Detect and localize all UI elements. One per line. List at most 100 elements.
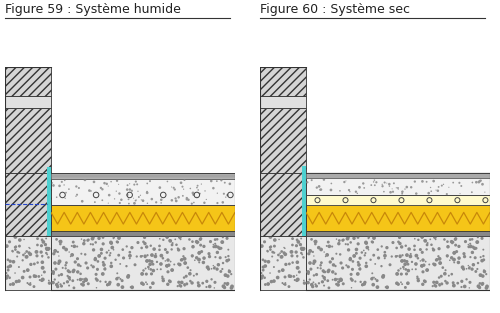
Point	[62, 247, 70, 252]
Point	[148, 197, 156, 202]
Point	[316, 263, 324, 268]
Point	[474, 266, 482, 271]
Point	[114, 271, 122, 276]
Point	[104, 282, 112, 287]
Point	[398, 282, 406, 287]
Point	[436, 256, 444, 261]
Point	[188, 201, 196, 206]
Point	[168, 241, 176, 246]
Point	[319, 268, 327, 273]
Point	[137, 254, 145, 259]
Point	[182, 281, 190, 286]
Point	[398, 244, 406, 249]
Point	[30, 261, 38, 266]
Point	[300, 255, 308, 260]
Point	[184, 197, 192, 202]
Point	[178, 257, 186, 262]
Point	[310, 259, 318, 264]
Point	[168, 242, 176, 247]
Point	[76, 271, 84, 276]
Point	[156, 247, 164, 252]
Point	[414, 276, 422, 281]
Point	[370, 236, 378, 241]
Point	[146, 285, 154, 290]
Point	[193, 195, 201, 200]
Point	[211, 237, 219, 242]
Point	[42, 242, 50, 247]
Point	[371, 261, 379, 266]
Point	[213, 267, 221, 272]
Point	[184, 265, 192, 270]
Point	[328, 277, 336, 282]
Point	[142, 266, 150, 271]
Point	[458, 183, 466, 188]
Point	[306, 249, 314, 254]
Point	[122, 244, 130, 249]
Point	[164, 282, 172, 287]
Point	[355, 262, 363, 267]
Point	[78, 282, 86, 287]
Point	[101, 266, 109, 271]
Point	[403, 185, 411, 190]
Point	[419, 258, 427, 263]
Point	[110, 235, 118, 240]
Point	[38, 278, 46, 283]
Point	[186, 279, 194, 284]
Point	[38, 254, 46, 259]
Point	[157, 261, 165, 266]
Point	[362, 260, 370, 265]
Point	[348, 285, 356, 290]
Point	[195, 257, 203, 262]
Point	[430, 247, 438, 252]
Point	[292, 249, 300, 254]
Point	[286, 261, 294, 266]
Point	[310, 280, 318, 285]
Point	[299, 247, 307, 252]
Point	[79, 277, 87, 282]
Point	[389, 189, 397, 194]
Point	[166, 238, 173, 243]
Point	[54, 284, 62, 289]
Point	[278, 249, 285, 254]
Point	[415, 276, 423, 281]
Point	[456, 180, 464, 185]
Point	[427, 189, 435, 194]
Point	[24, 268, 32, 273]
Point	[274, 275, 281, 280]
Point	[476, 285, 484, 290]
Point	[336, 278, 344, 283]
Point	[146, 258, 154, 263]
Point	[418, 234, 426, 239]
Point	[95, 236, 103, 241]
Point	[52, 237, 60, 242]
Point	[60, 245, 68, 250]
Point	[258, 273, 266, 278]
Point	[162, 259, 170, 264]
Point	[480, 254, 488, 259]
Point	[478, 282, 486, 287]
Point	[58, 272, 66, 277]
Point	[378, 264, 386, 269]
Point	[452, 249, 460, 254]
Point	[465, 244, 473, 249]
Point	[166, 279, 174, 284]
Point	[168, 267, 176, 272]
Point	[220, 285, 228, 290]
Bar	[51, 236, 235, 290]
Point	[420, 263, 428, 268]
Point	[198, 182, 205, 187]
Point	[370, 275, 378, 280]
Point	[82, 278, 90, 283]
Point	[212, 244, 220, 249]
Point	[90, 179, 98, 184]
Point	[138, 245, 145, 250]
Point	[347, 276, 355, 281]
Point	[346, 256, 354, 261]
Point	[68, 244, 76, 249]
Point	[398, 259, 406, 264]
Point	[275, 269, 283, 274]
Point	[426, 185, 434, 190]
Point	[120, 255, 128, 260]
Point	[116, 191, 124, 196]
Point	[73, 244, 81, 249]
